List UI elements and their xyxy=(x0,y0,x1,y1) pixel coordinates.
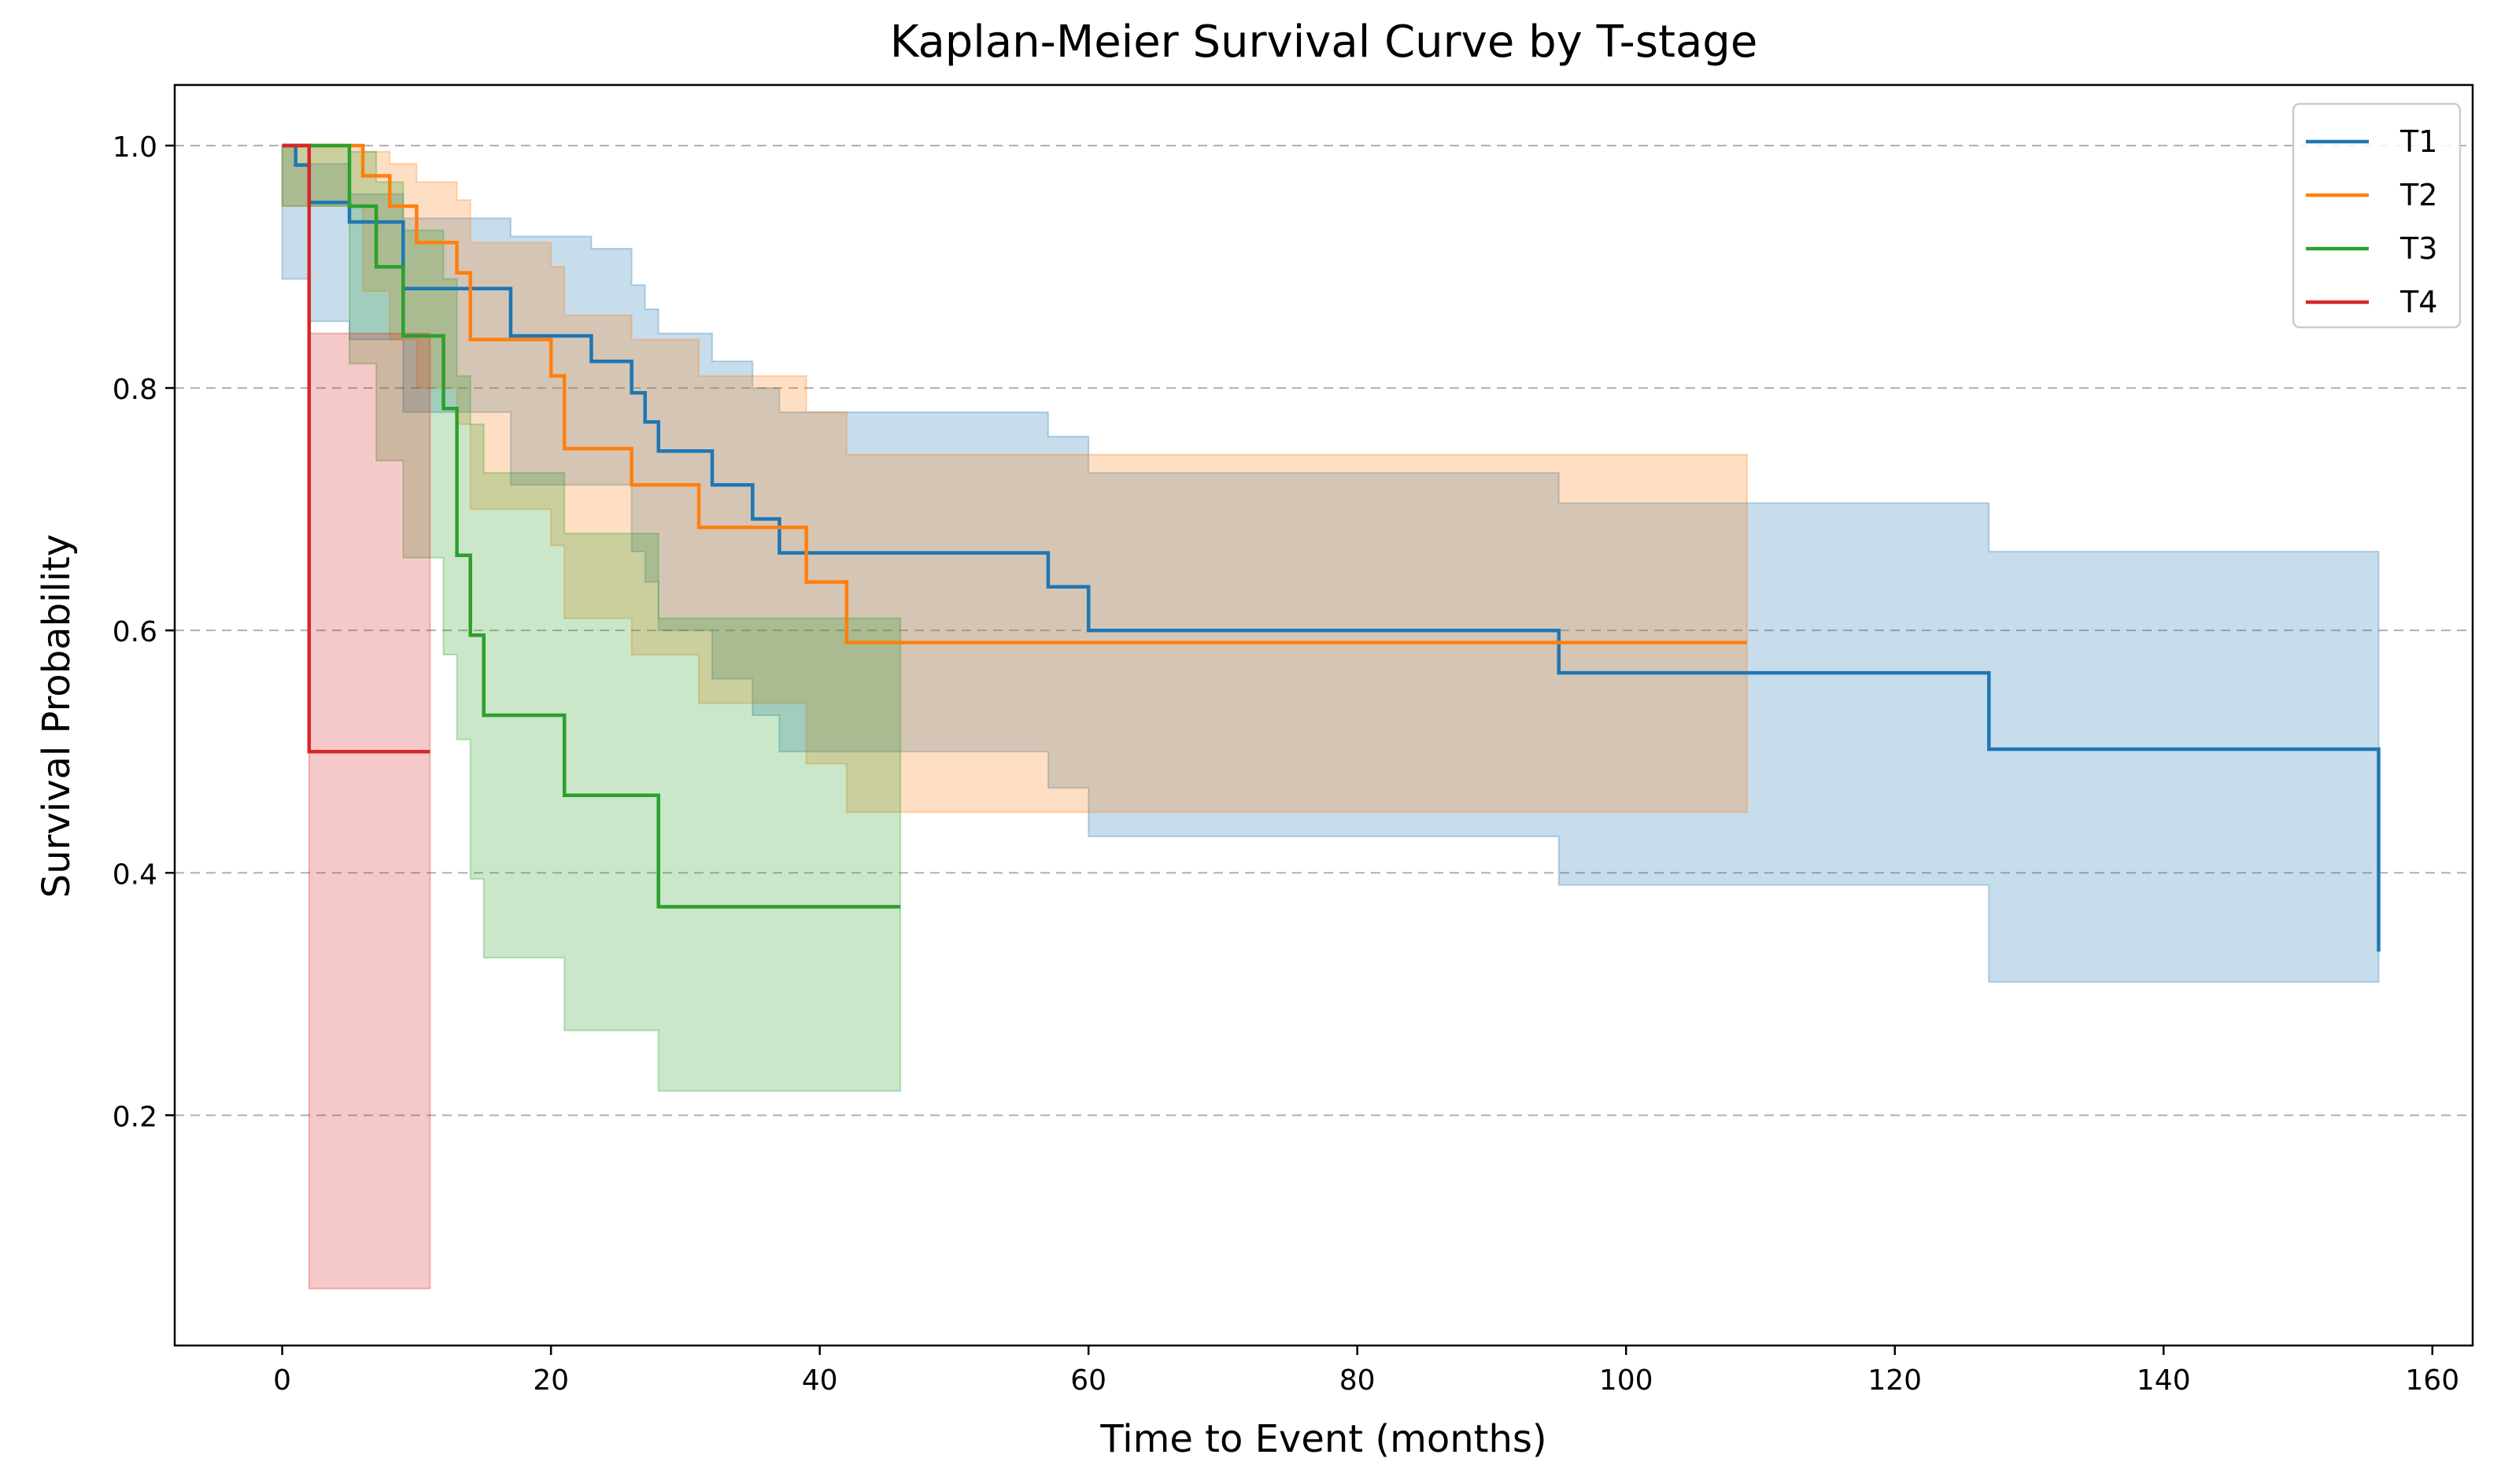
plot-frame xyxy=(173,83,2474,1347)
y-tick-label: 1.0 xyxy=(113,131,157,164)
y-tick-label: 0.8 xyxy=(113,374,157,406)
x-tick-label: 40 xyxy=(802,1364,838,1397)
x-tick-label: 160 xyxy=(2405,1364,2459,1397)
legend: T1 T2 T3 T4 xyxy=(2292,102,2462,329)
x-tick-label: 20 xyxy=(533,1364,569,1397)
y-axis-ticks: 0.2 0.4 0.6 0.8 1.0 xyxy=(113,131,175,1133)
x-axis-ticks: 0 20 40 60 80 100 120 140 160 xyxy=(273,1346,2459,1397)
x-tick-label: 80 xyxy=(1339,1364,1376,1397)
survival-line-t1 xyxy=(282,143,2381,952)
legend-label-t1: T1 xyxy=(2399,124,2437,159)
x-tick-label: 60 xyxy=(1070,1364,1106,1397)
y-tick-label: 0.6 xyxy=(113,616,157,648)
chart-title: Kaplan-Meier Survival Curve by T-stage xyxy=(890,17,1758,68)
x-tick-label: 0 xyxy=(273,1364,291,1397)
x-tick-label: 100 xyxy=(1599,1364,1653,1397)
survival-line-t3 xyxy=(282,143,901,909)
survival-lines xyxy=(282,143,2381,952)
confidence-bands xyxy=(281,145,2380,1290)
x-tick-label: 120 xyxy=(1867,1364,1922,1397)
x-axis-label: Time to Event (months) xyxy=(1099,1417,1546,1461)
ci-band-t3 xyxy=(281,145,902,1092)
y-axis-label: Survival Probability xyxy=(35,534,79,899)
y-tick-label: 0.2 xyxy=(113,1101,157,1133)
y-tick-label: 0.4 xyxy=(113,858,157,891)
survival-line-t4 xyxy=(282,143,430,754)
legend-label-t3: T3 xyxy=(2399,231,2437,266)
x-tick-label: 140 xyxy=(2137,1364,2191,1397)
legend-label-t4: T4 xyxy=(2399,285,2437,319)
ci-band-t2 xyxy=(281,145,1748,814)
legend-box xyxy=(2292,102,2462,329)
legend-label-t2: T2 xyxy=(2399,178,2437,212)
survival-line-t2 xyxy=(282,143,1747,644)
